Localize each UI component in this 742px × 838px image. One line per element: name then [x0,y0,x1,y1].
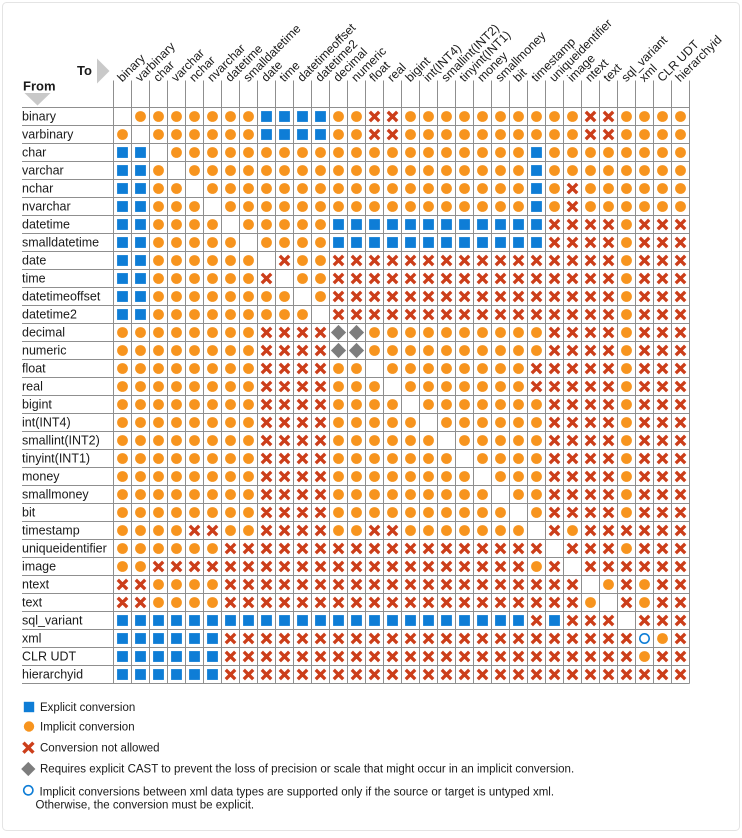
svg-text:smallint(INT2): smallint(INT2) [22,434,100,448]
svg-text:real: real [22,380,43,394]
svg-text:datetimeoffset: datetimeoffset [22,290,101,304]
svg-text:nchar: nchar [22,182,53,196]
svg-text:ntext: ntext [22,578,50,592]
svg-text:datetime2: datetime2 [22,308,77,322]
svg-text:binary: binary [22,110,57,124]
svg-text:Implicit conversions between x: Implicit conversions between xml data ty… [40,786,555,798]
svg-text:uniqueidentifier: uniqueidentifier [22,542,107,556]
svg-text:smalldatetime: smalldatetime [22,236,99,250]
svg-text:timestamp: timestamp [22,524,80,538]
svg-text:char: char [22,146,46,160]
svg-text:datetime: datetime [22,218,70,232]
svg-text:Otherwise, the conversion must: Otherwise, the conversion must be explic… [36,800,255,812]
svg-text:time: time [22,272,46,286]
svg-text:Implicit conversion: Implicit conversion [40,722,135,734]
svg-text:xml: xml [22,632,41,646]
svg-text:decimal: decimal [22,326,65,340]
svg-text:image: image [22,560,56,574]
svg-text:hierarchyid: hierarchyid [22,668,83,682]
svg-text:money: money [22,470,60,484]
svg-text:varbinary: varbinary [22,128,74,142]
svg-text:varchar: varchar [22,164,64,178]
svg-text:text: text [22,596,43,610]
svg-text:CLR UDT: CLR UDT [22,650,77,664]
svg-text:From: From [23,79,56,94]
svg-text:nvarchar: nvarchar [22,200,71,214]
svg-text:int(INT4): int(INT4) [22,416,71,430]
svg-text:bigint: bigint [22,398,52,412]
svg-text:tinyint(INT1): tinyint(INT1) [22,452,90,466]
svg-text:date: date [22,254,46,268]
svg-text:Explicit conversion: Explicit conversion [40,702,135,714]
svg-text:sql_variant: sql_variant [22,614,83,628]
svg-text:Requires explicit CAST to prev: Requires explicit CAST to prevent the lo… [40,764,574,776]
svg-text:bit: bit [22,506,36,520]
svg-text:smallmoney: smallmoney [22,488,89,502]
svg-text:Conversion not allowed: Conversion not allowed [40,743,160,755]
svg-text:To: To [77,63,92,78]
svg-text:numeric: numeric [22,344,66,358]
svg-text:float: float [22,362,46,376]
